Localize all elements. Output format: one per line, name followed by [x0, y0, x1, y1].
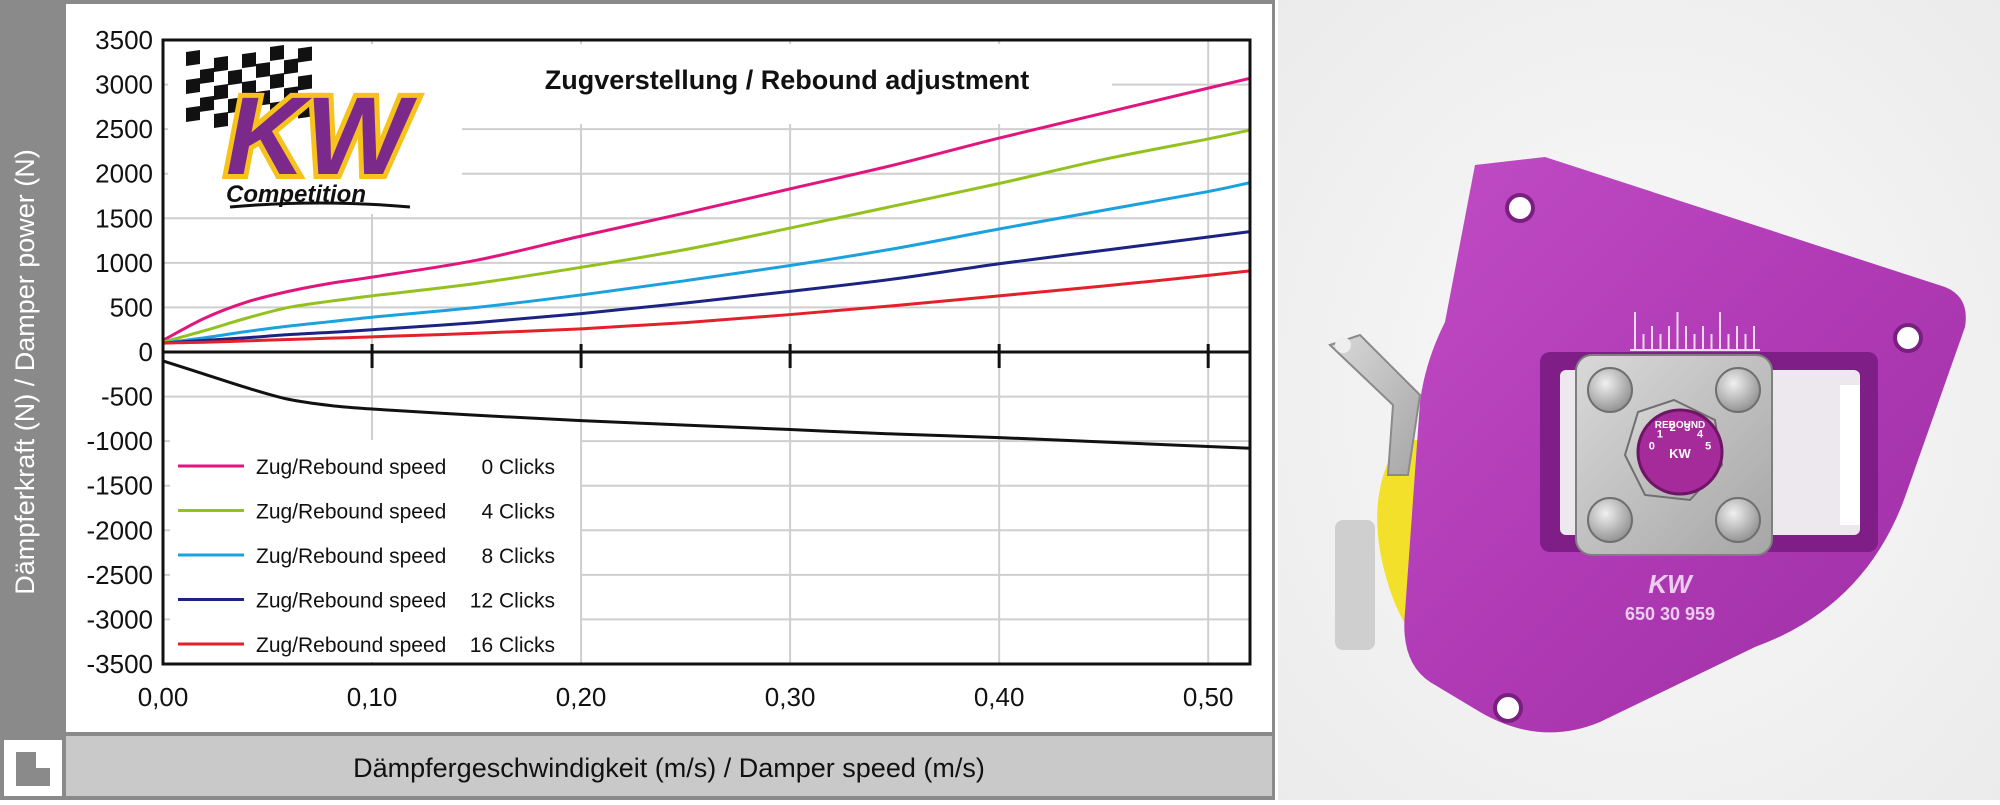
knob-digits: 012 345: [1649, 422, 1712, 453]
legend-label-3: Zug/Rebound speed: [256, 590, 446, 613]
damper-top-mount-photo: REBOUND 012 345 KW KW 650 30 959: [1278, 0, 2000, 800]
y-tick-label: 2500: [95, 114, 153, 144]
bolt-icon: [1587, 367, 1633, 413]
part-number: 650 30 959: [1625, 604, 1715, 624]
y-tick-label: -2500: [87, 560, 154, 590]
series-line-2: [162, 181, 1251, 345]
legend-label-2: Zug/Rebound speed: [256, 545, 446, 568]
legend-background: [170, 440, 580, 662]
x-axis-label: Dämpfergeschwindigkeit (m/s) / Damper sp…: [353, 753, 985, 783]
legend-clicks-1: 4 Clicks: [481, 501, 555, 524]
knob-label: REBOUND: [1655, 420, 1706, 431]
knob-digit: 4: [1697, 429, 1704, 441]
engraved-brand: KW: [1648, 569, 1694, 599]
legend-clicks-4: 16 Clicks: [470, 634, 555, 657]
knob-digit: 3: [1684, 422, 1690, 434]
y-tick-label: 3500: [95, 25, 153, 55]
x-tick-label: 0,30: [765, 682, 816, 712]
series-lines: [162, 76, 1251, 450]
legend-clicks-2: 8 Clicks: [481, 545, 555, 568]
corner-logo-icon: [4, 740, 62, 796]
series-line-0: [162, 76, 1251, 342]
x-tick-label: 0,00: [138, 682, 189, 712]
knob-brand: KW: [1669, 446, 1691, 461]
series-line-3: [162, 230, 1251, 345]
y-axis-label: Dämpferkraft (N) / Damper power (N): [10, 149, 40, 595]
legend-clicks-0: 0 Clicks: [481, 456, 555, 479]
y-tick-label: -1500: [87, 471, 154, 501]
xlabel-bar: [66, 736, 1272, 796]
knob-digit: 1: [1657, 429, 1663, 441]
x-tick-label: 0,20: [556, 682, 607, 712]
bolt-icon: [1587, 497, 1633, 543]
series-line-1: [162, 128, 1251, 344]
knob-digit: 0: [1649, 441, 1655, 453]
y-tick-label: -3000: [87, 604, 154, 634]
y-tick-label: -1000: [87, 426, 154, 456]
legend-clicks-3: 12 Clicks: [470, 590, 555, 613]
x-tick-label: 0,10: [347, 682, 398, 712]
knob-digit: 5: [1705, 441, 1711, 453]
y-tick-label: 2000: [95, 159, 153, 189]
y-tick-label: 1000: [95, 248, 153, 278]
x-tick-label: 0,40: [974, 682, 1025, 712]
title-backdrop: [462, 44, 1112, 124]
legend-label-1: Zug/Rebound speed: [256, 501, 446, 524]
y-tick-label: 500: [110, 292, 153, 322]
y-tick-label: 0: [139, 337, 153, 367]
kw-competition-logo: KW KW Competition: [186, 44, 422, 209]
checkered-flag-icon: [186, 44, 312, 128]
legend: Zug/Rebound speed 0 Clicks Zug/Rebound spe…: [170, 440, 580, 662]
y-tick-label: 3000: [95, 70, 153, 100]
logo-backdrop: [168, 44, 462, 214]
legend-label-0: Zug/Rebound speed: [256, 456, 446, 479]
knob-digit: 2: [1670, 422, 1676, 434]
axis-ticks: 3500 3000 2500 2000 1500 1000 500 0 -500 -1000 -15…: [87, 25, 1250, 712]
lever-shape: [1328, 333, 1422, 476]
y-tick-label: 1500: [95, 203, 153, 233]
logo-brand-outline: KW: [226, 75, 417, 198]
legend-label-4: Zug/Rebound speed: [256, 634, 446, 657]
chart-title: Zugverstellung / Rebound adjustment: [545, 65, 1030, 95]
x-tick-label: 0,50: [1183, 682, 1234, 712]
adjust-scale: [1630, 312, 1760, 351]
series-line-4: [162, 269, 1251, 345]
y-tick-label: -2000: [87, 515, 154, 545]
rebound-knob-icon: [1636, 408, 1724, 496]
logo-brand: KW: [226, 75, 417, 198]
y-tick-label: -3500: [87, 649, 154, 679]
y-tick-label: -500: [101, 382, 153, 412]
bolt-icon: [1715, 497, 1761, 543]
bolt-icon: [1715, 367, 1761, 413]
series-line-5: [162, 359, 1251, 450]
